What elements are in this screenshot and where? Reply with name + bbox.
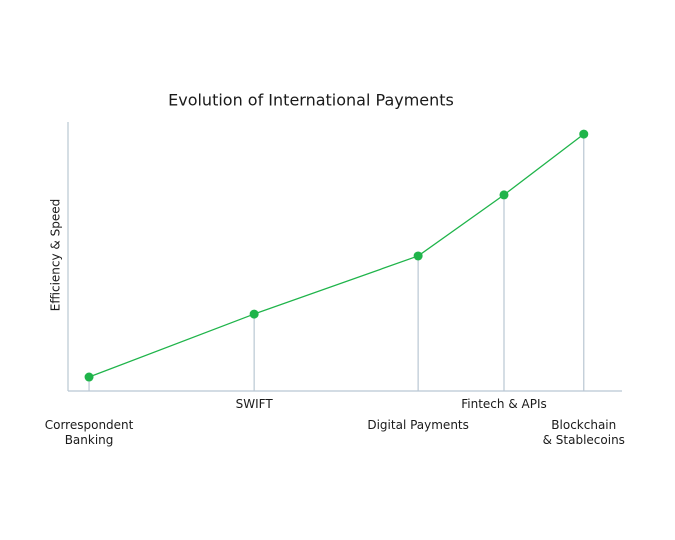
point (413, 251, 423, 261)
x-tick-label: Digital Payments (367, 418, 469, 432)
x-tick-label-line: SWIFT (236, 397, 274, 411)
x-tick-label-line: Fintech & APIs (461, 397, 546, 411)
series-line (88, 133, 585, 378)
x-tick-label-line: & Stablecoins (543, 433, 625, 447)
point (499, 190, 509, 200)
x-tick-label: Correspondent Banking (45, 418, 134, 447)
x-tick-label-line: Banking (65, 433, 114, 447)
x-tick-label: Fintech & APIs (461, 397, 546, 411)
x-tick-label-line: Correspondent (45, 418, 134, 432)
x-tick-label-line: Blockchain (551, 418, 616, 432)
x-tick-label-line: Digital Payments (367, 418, 469, 432)
point (579, 129, 589, 139)
point (84, 372, 94, 382)
x-tick-label: SWIFT (236, 397, 274, 411)
point (249, 309, 259, 319)
y-axis-label: Efficiency & Speed (49, 199, 63, 311)
chart-title: Evolution of International Payments (168, 91, 454, 110)
x-tick-label: Blockchain & Stablecoins (543, 418, 625, 447)
